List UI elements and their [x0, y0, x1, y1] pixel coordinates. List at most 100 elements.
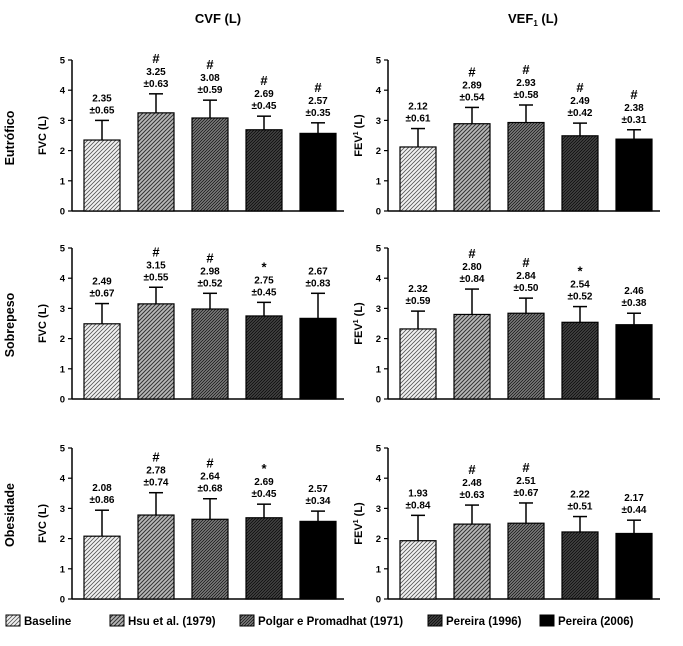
legend-item-4: Pereira (1996): [427, 614, 522, 628]
y-tick-label: 0: [60, 207, 65, 218]
y-tick-label: 1: [376, 564, 382, 575]
value-label: 2.35: [92, 93, 112, 104]
legend-item-3: Polgar e Promadhat (1971): [239, 614, 403, 628]
y-tick-label: 3: [60, 116, 65, 127]
y-tick-label: 2: [60, 146, 65, 157]
significance-mark: *: [261, 259, 267, 274]
bar-1: [83, 535, 121, 600]
error-label: ±0.63: [144, 79, 169, 90]
error-label: ±0.42: [568, 108, 593, 119]
bar-2: [453, 123, 491, 212]
error-label: ±0.63: [460, 490, 485, 501]
bar-4: [561, 135, 599, 212]
error-label: ±0.65: [90, 105, 115, 116]
error-label: ±0.84: [406, 500, 431, 511]
value-label: 2.54: [570, 280, 590, 291]
bar-2: [453, 523, 491, 600]
y-tick-label: 0: [60, 595, 65, 606]
legend-label: Polgar e Promadhat (1971): [258, 616, 403, 628]
value-label: 3.25: [146, 67, 166, 78]
row-title-sobrepeso: Sobrepeso: [3, 292, 17, 357]
y-tick-label: 5: [376, 56, 382, 67]
significance-mark: #: [152, 450, 160, 465]
legend-label: Baseline: [24, 616, 71, 628]
bar-1: [399, 146, 437, 212]
error-label: ±0.31: [622, 115, 647, 126]
bar-1: [399, 328, 437, 400]
bar-5: [299, 317, 337, 400]
y-tick-label: 5: [376, 444, 382, 455]
value-label: 2.80: [462, 262, 482, 273]
y-axis-label: FEV1 (L): [353, 302, 365, 345]
bar-5: [615, 138, 653, 212]
value-label: 2.12: [408, 102, 428, 113]
bar-2: [137, 514, 175, 600]
y-tick-label: 0: [376, 395, 381, 406]
y-tick-label: 4: [60, 274, 66, 285]
y-tick-label: 5: [60, 444, 66, 455]
significance-mark: #: [522, 62, 530, 77]
y-axis-label: FVC (L): [37, 116, 49, 155]
legend-swatch: [109, 614, 125, 627]
error-label: ±0.38: [622, 298, 647, 309]
value-label: 2.48: [462, 478, 482, 489]
error-label: ±0.68: [198, 484, 223, 495]
value-label: 2.46: [624, 286, 644, 297]
y-tick-label: 2: [60, 334, 65, 345]
y-tick-label: 1: [60, 564, 66, 575]
value-label: 2.93: [516, 78, 536, 89]
y-tick-label: 1: [60, 176, 66, 187]
bar-5: [615, 532, 653, 600]
significance-mark: #: [152, 51, 160, 66]
value-label: 3.08: [200, 73, 220, 84]
significance-mark: *: [261, 461, 267, 476]
legend-label: Pereira (1996): [446, 616, 522, 628]
significance-mark: #: [206, 250, 214, 265]
error-label: ±0.74: [144, 478, 169, 489]
y-tick-label: 1: [376, 176, 382, 187]
bar-1: [83, 323, 121, 400]
y-tick-label: 4: [60, 86, 66, 97]
bar-4: [561, 321, 599, 400]
bar-3: [507, 121, 545, 212]
bar-3: [507, 522, 545, 600]
y-tick-label: 0: [376, 207, 381, 218]
error-label: ±0.58: [514, 90, 539, 101]
value-label: 2.78: [146, 466, 166, 477]
y-tick-label: 4: [376, 274, 382, 285]
value-label: 2.89: [462, 80, 482, 91]
error-label: ±0.86: [90, 495, 115, 506]
error-label: ±0.51: [568, 502, 593, 513]
y-tick-label: 0: [60, 395, 65, 406]
y-axis-label: FEV1 (L): [353, 114, 365, 157]
legend-swatch: [239, 614, 255, 627]
value-label: 2.57: [308, 484, 328, 495]
bar-5: [299, 520, 337, 600]
value-label: 2.84: [516, 271, 536, 282]
bar-3: [191, 117, 229, 212]
y-axis-label: FEV1 (L): [353, 502, 365, 545]
row-title-eutrofico: Eutrófico: [3, 110, 17, 165]
value-label: 2.57: [308, 96, 328, 107]
error-label: ±0.83: [306, 278, 331, 289]
legend-label: Hsu et al. (1979): [128, 616, 216, 628]
y-tick-label: 3: [376, 504, 381, 515]
bar-1: [83, 139, 121, 212]
legend-item-2: Hsu et al. (1979): [109, 614, 216, 628]
error-label: ±0.44: [622, 505, 647, 516]
significance-mark: #: [468, 462, 476, 477]
significance-mark: #: [206, 57, 214, 72]
significance-mark: #: [522, 460, 530, 475]
error-label: ±0.59: [198, 85, 223, 96]
value-label: 2.75: [254, 275, 274, 286]
error-label: ±0.52: [568, 292, 593, 303]
value-label: 2.49: [92, 277, 112, 288]
error-label: ±0.67: [514, 488, 539, 499]
bar-5: [299, 132, 337, 212]
bar-3: [191, 308, 229, 400]
